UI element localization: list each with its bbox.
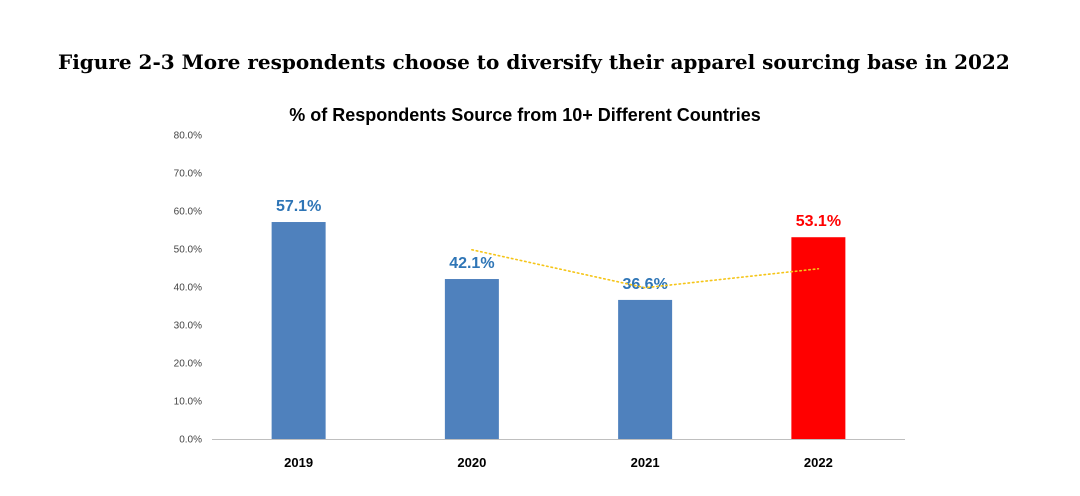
y-tick-label: 60.0%	[174, 207, 202, 218]
data-label-2022: 53.1%	[796, 213, 841, 230]
figure-title: Figure 2-3 More respondents choose to di…	[58, 50, 1010, 74]
x-tick-label: 2021	[631, 455, 660, 470]
bar-2020	[444, 279, 499, 439]
y-tick-label: 80.0%	[174, 131, 202, 142]
y-tick-label: 50.0%	[174, 245, 202, 256]
y-tick-label: 30.0%	[174, 321, 202, 332]
bar-2019	[271, 222, 326, 439]
x-tick-label: 2020	[457, 455, 486, 470]
x-tick-label: 2019	[284, 455, 313, 470]
bar-2022	[791, 237, 846, 439]
y-tick-label: 40.0%	[174, 283, 202, 294]
data-label-2019: 57.1%	[276, 198, 321, 215]
x-tick-label: 2022	[804, 455, 833, 470]
y-tick-label: 20.0%	[174, 359, 202, 370]
bar-2021	[618, 299, 673, 439]
y-tick-label: 0.0%	[179, 435, 202, 446]
data-label-2020: 42.1%	[449, 255, 494, 272]
data-label-2021: 36.6%	[622, 276, 667, 293]
chart-title: % of Respondents Source from 10+ Differe…	[289, 105, 761, 125]
y-tick-label: 70.0%	[174, 169, 202, 180]
trend-line	[471, 248, 820, 289]
y-tick-label: 10.0%	[174, 397, 202, 408]
